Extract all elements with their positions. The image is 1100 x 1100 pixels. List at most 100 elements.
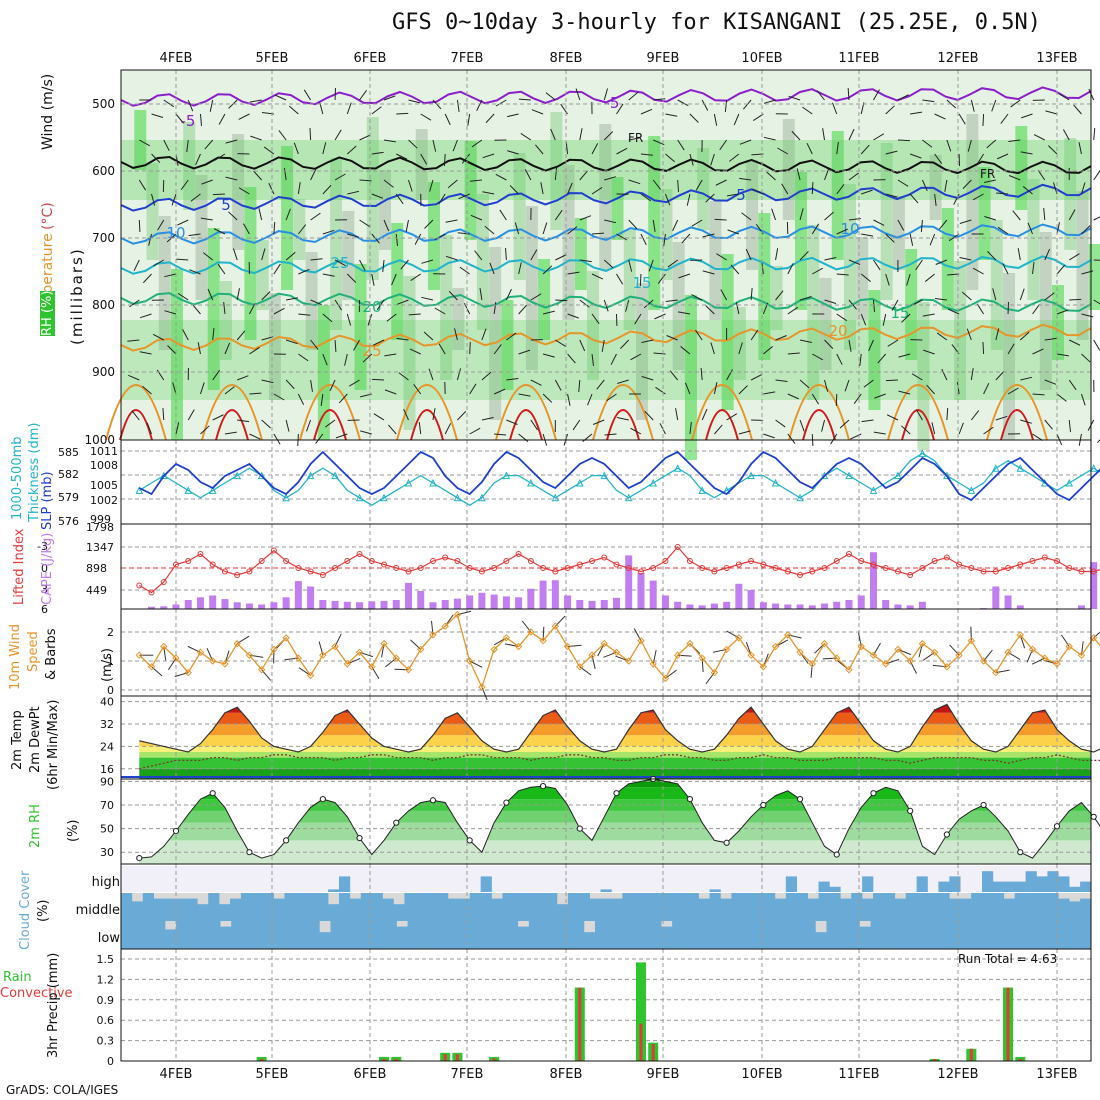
lifted-index-point [784,568,791,575]
wind-barb [261,379,274,384]
wind-barb [444,423,452,435]
lifted-index-point [1054,558,1060,564]
wind-barb [678,273,691,279]
cloud-low-bar [1002,921,1015,949]
wind10-point [257,665,266,674]
cloud-middle-bar [197,904,209,921]
cloud-middle-bar [862,898,874,921]
wind-barb [976,303,985,315]
rh-shade [427,182,440,290]
rh-shade [843,184,856,350]
wind-barb [844,379,850,392]
wind10-point [551,622,560,630]
rh2m-point [833,851,840,858]
contour-label: 5 [736,186,746,204]
ylabel-t2-c: (6hr Min/Max) [46,699,61,790]
lifted-index-point [760,561,767,568]
rh2m-point [246,849,253,856]
cloud-low-bar [396,926,408,949]
wind-barb [705,193,715,203]
wind-barb [967,139,972,152]
pressure-tick: 1000 [84,433,115,447]
wind-barb [413,383,422,395]
wind-barb [151,113,164,118]
wind-barb [681,233,691,244]
thickness-point [575,478,584,487]
wind-barb [726,193,739,197]
wind-barb [371,273,375,286]
rh2m-point [466,837,473,844]
wind-barb [148,233,153,246]
temp-band [139,752,1091,758]
cloud-middle-bar [1058,898,1070,921]
rh2m-point [539,783,547,790]
wind-barb [984,216,996,221]
wind-barb [787,352,800,355]
cloud-middle-bar [415,893,427,921]
wind-barb [911,373,923,381]
precip-conv-bar [933,1058,937,1061]
cape-bar [429,602,437,609]
cloud-low-bar [363,921,375,949]
cloud-low-bar [550,921,563,949]
rh-shade [733,307,746,380]
wind10-point [759,663,768,671]
wind-barb [310,212,321,221]
thickness-tick: 585 [58,446,79,459]
contour-label: 5 [221,196,231,214]
cloud-low-bar [771,921,783,949]
wind-barb [958,422,964,435]
ylabel-cape: CAPE (J/kg) [40,532,55,605]
cloud-middle-bar [753,893,765,921]
cloud-low-bar [716,921,728,949]
wind10-point [967,636,976,645]
wind-barb [298,268,310,275]
wind-barb [217,263,226,275]
cloud-middle-bar [600,898,612,921]
isotherm-15 [120,255,1092,275]
wind-barb [787,433,796,444]
wind-barb [791,130,801,141]
wind-barb [285,419,290,432]
rh2m-point [723,839,730,846]
cape-bar [637,572,645,609]
wind-barb [200,217,213,221]
bottom-day-label: 4FEB [160,1067,193,1082]
wind-barb [743,99,752,110]
ylabel-thick: 1000-500mb [10,436,25,520]
wind-barb [310,299,322,306]
thickness-tick: 579 [58,491,79,504]
rh2m-point [980,801,987,809]
wind-barb [506,150,519,155]
isotherm-35-loop [606,409,640,441]
wind-barb [1069,339,1081,346]
wind10-point [221,660,229,668]
wind-barb [423,331,434,341]
wind-barb [796,168,801,181]
wind-barb [665,153,675,163]
cloud-low-bar [242,921,254,949]
thickness-point [282,493,290,502]
wind-barb [750,329,759,341]
wind-barb [848,172,859,181]
wind-barb [1097,439,1100,443]
wind-barb [268,182,275,195]
wind-barb [298,313,311,316]
wind-barb [811,223,820,235]
cloud-low-bar [683,921,695,949]
cape-bar [992,586,1000,609]
wind-barb [359,219,370,227]
wind-barb [456,368,462,381]
cloud-middle-bar [785,893,798,921]
wind-barb [322,353,328,366]
wind-barb [710,342,715,355]
wind10-point [722,645,731,654]
lifted-index-point [136,582,143,589]
wind-barb [432,408,436,421]
cloud-middle-bar [1080,898,1092,921]
wind-barb [578,379,581,392]
cape-bar [1077,605,1085,609]
thickness-point [1065,478,1074,487]
wind-barb [816,90,825,101]
wind-barb [752,188,764,195]
